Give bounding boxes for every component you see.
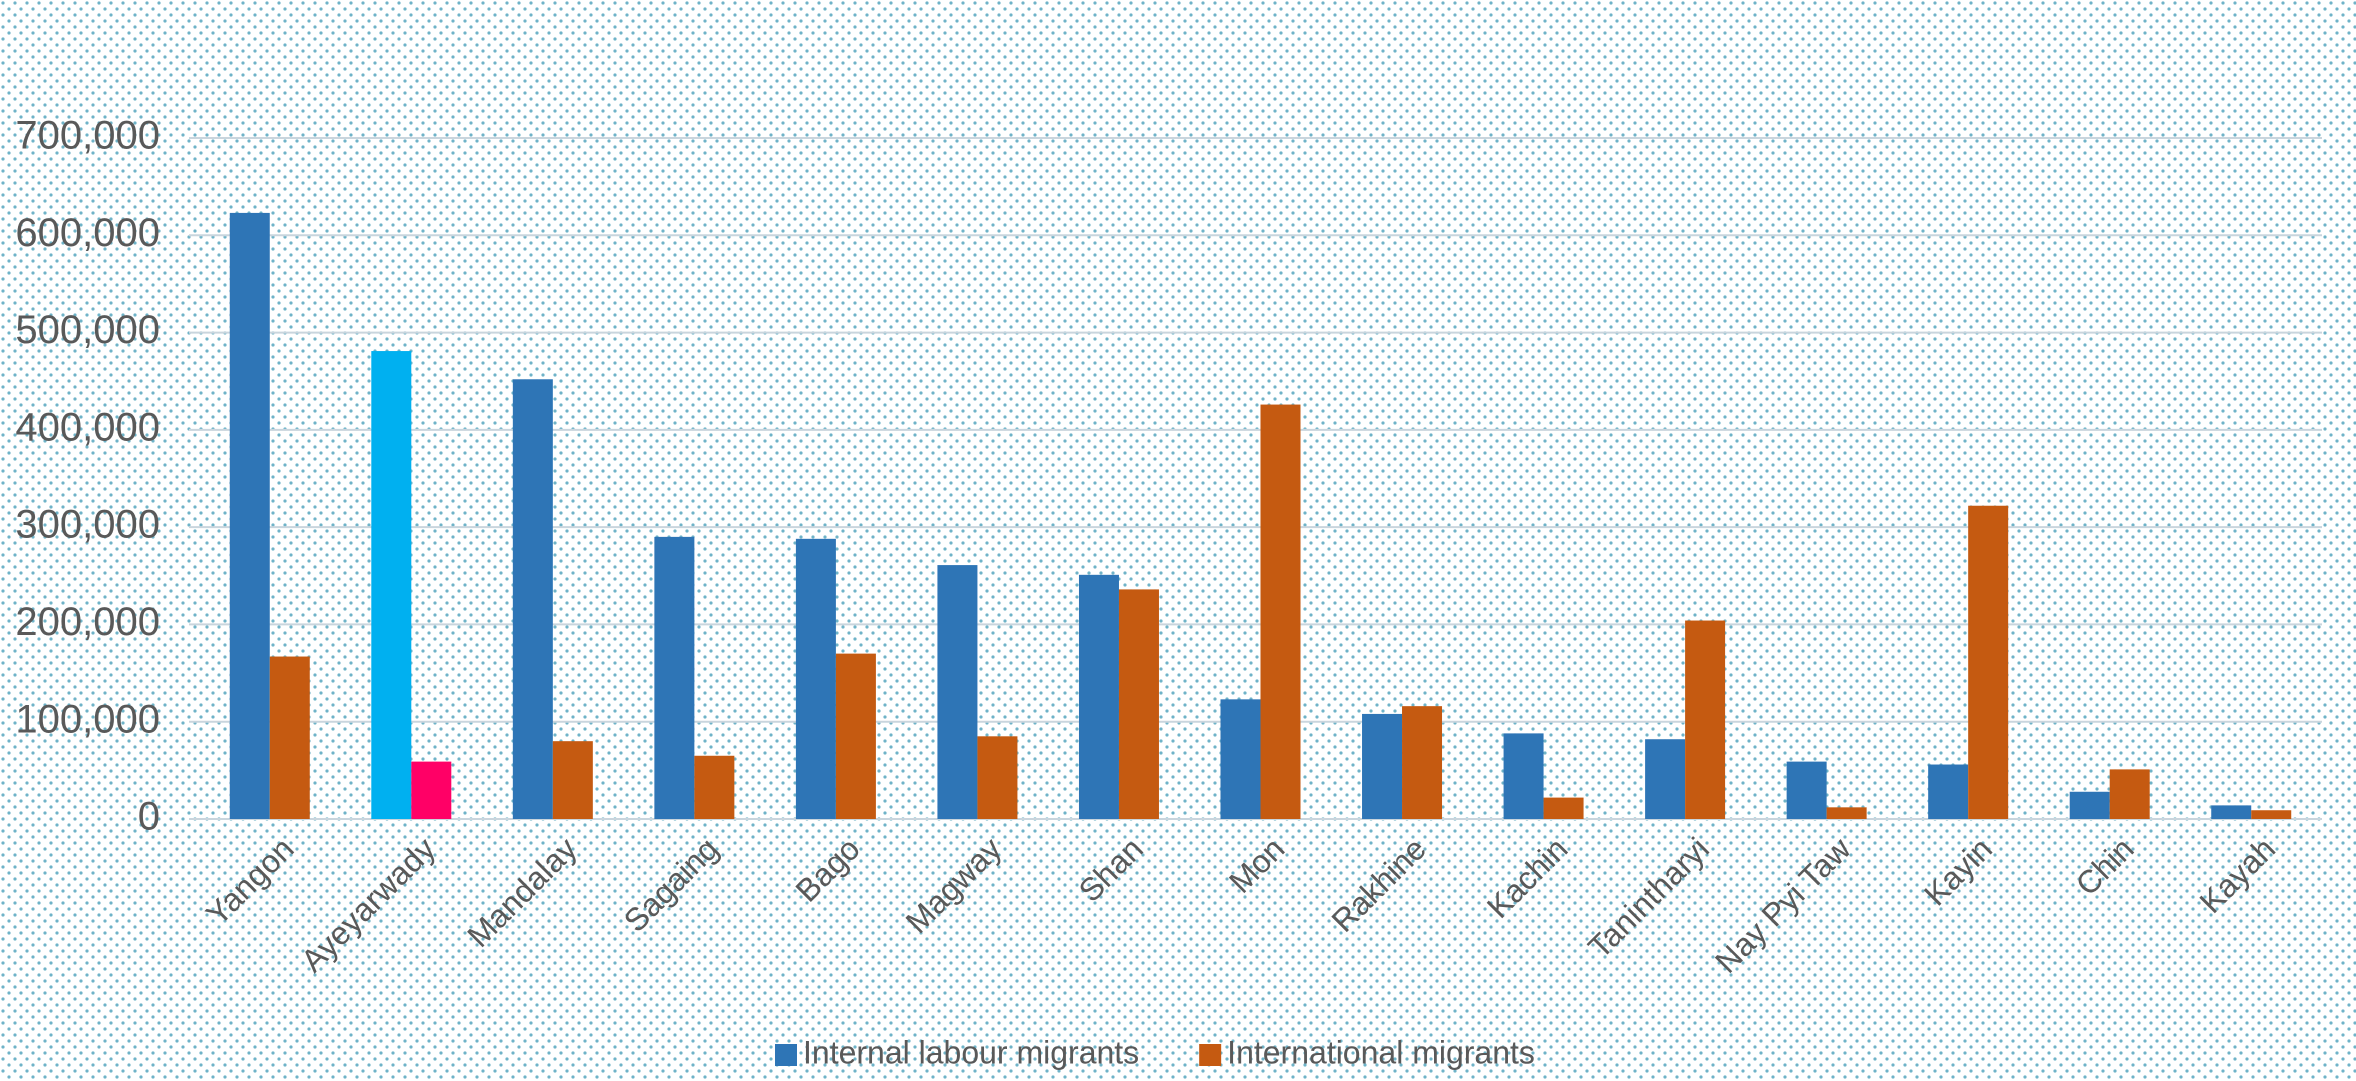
bar	[2069, 791, 2110, 819]
bar	[1543, 797, 1584, 819]
bar	[977, 736, 1018, 819]
bar	[1826, 807, 1867, 819]
legend-label: Internal labour migrants	[803, 1034, 1139, 1070]
bar	[835, 653, 876, 819]
y-tick-label: 700,000	[15, 114, 160, 158]
legend-swatch	[1199, 1044, 1222, 1066]
bar	[1118, 589, 1159, 819]
y-tick-label: 100,000	[15, 697, 160, 741]
bar	[269, 656, 310, 819]
y-tick-label: 600,000	[15, 211, 160, 255]
bar	[1968, 505, 2009, 819]
bar	[1645, 739, 1686, 819]
bar	[229, 212, 270, 819]
bar	[552, 741, 593, 819]
bar	[2211, 805, 2252, 819]
bar	[1260, 404, 1301, 819]
y-tick-label: 300,000	[15, 503, 160, 547]
bar	[1685, 620, 1726, 819]
y-tick-label: 200,000	[15, 600, 160, 644]
y-tick-label: 500,000	[15, 308, 160, 352]
bar	[654, 536, 695, 819]
bar	[694, 755, 735, 819]
bar	[411, 761, 452, 819]
bar	[1078, 574, 1119, 819]
bar	[937, 565, 978, 819]
y-tick-label: 400,000	[15, 405, 160, 449]
bar	[1362, 713, 1403, 819]
bar	[1786, 761, 1827, 819]
bar	[371, 351, 412, 819]
bar	[2251, 810, 2292, 819]
bar	[1503, 733, 1544, 819]
bar	[1220, 699, 1261, 819]
legend-swatch	[775, 1044, 797, 1066]
y-tick-label: 0	[138, 795, 160, 839]
legend-label: International migrants	[1227, 1034, 1535, 1070]
bar	[512, 379, 553, 819]
bar	[1928, 764, 1969, 819]
bar	[1402, 706, 1443, 819]
bar	[795, 538, 836, 819]
bar	[2109, 769, 2150, 819]
